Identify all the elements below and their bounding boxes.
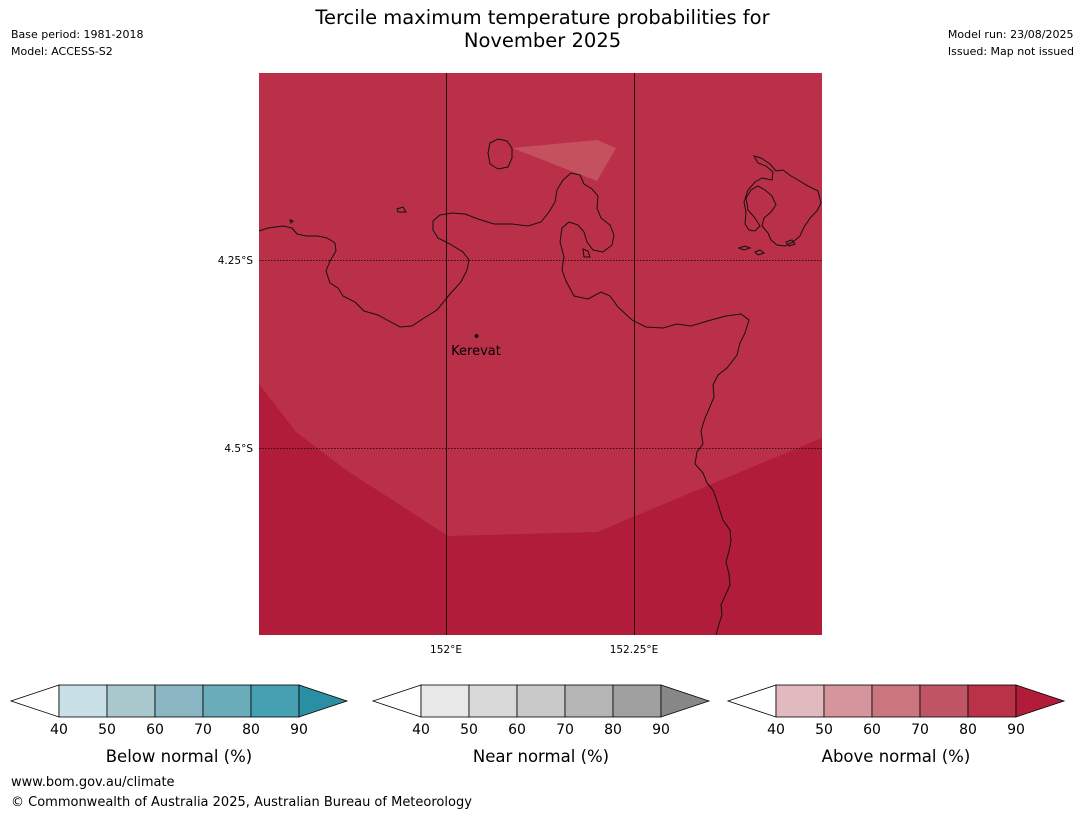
shade-above-70-80 [512, 140, 616, 181]
island-north [487, 138, 513, 170]
colorbar-low-extension [371, 684, 422, 718]
colorbar-segment [612, 684, 662, 718]
kerevat-label: Kerevat [451, 344, 501, 359]
colorbar-segment [564, 684, 614, 718]
colorbar-tick-label: 40 [50, 722, 68, 738]
below-normal-colorbar: 40 50 60 70 80 90 Below normal (%) [9, 684, 349, 766]
colorbar-tick-label: 80 [959, 722, 977, 738]
colorbar-tick-label: 50 [460, 722, 478, 738]
colorbar-tick-label: 60 [863, 722, 881, 738]
islet-small-3 [289, 219, 294, 224]
colorbar-title: Below normal (%) [106, 747, 253, 766]
model-name: Model: ACCESS-S2 [11, 45, 113, 58]
base-period: Base period: 1981-2018 [11, 28, 144, 41]
colorbar-low-extension [9, 684, 60, 718]
colorbar-segment [967, 684, 1017, 718]
colorbar-high-extension [298, 684, 349, 718]
title-line-1: Tercile maximum temperature probabilitie… [315, 6, 770, 29]
colorbar-title: Near normal (%) [473, 747, 609, 766]
colorbar-segment [202, 684, 252, 718]
colorbar-tick-label: 50 [815, 722, 833, 738]
lat-label-4-25S: 4.25°S [218, 255, 254, 267]
map-metadata-right: Model run: 23/08/2025 Issued: Map not is… [948, 26, 1074, 60]
colorbar-tick-label: 40 [767, 722, 785, 738]
place-markers: Kerevat [451, 334, 501, 359]
colorbar-segment [468, 684, 518, 718]
islet-small-2 [582, 248, 591, 258]
near-normal-colorbar: 40 50 60 70 80 90 Near normal (%) [371, 684, 711, 766]
lon-label-152-25E: 152.25°E [610, 644, 659, 656]
colorbar-tick-label: 40 [412, 722, 430, 738]
islet-east-1 [737, 245, 752, 251]
colorbar-segment [420, 684, 470, 718]
colorbar-tick-label: 70 [556, 722, 574, 738]
colorbar-tick-label: 90 [290, 722, 308, 738]
colorbar-segment [775, 684, 825, 718]
coastlines [258, 138, 822, 636]
colorbar-low-extension [726, 684, 777, 718]
island-east [743, 155, 822, 247]
colorbar-tick-label: 80 [242, 722, 260, 738]
map-metadata-left: Base period: 1981-2018 Model: ACCESS-S2 [11, 26, 143, 60]
colorbar-high-extension [1015, 684, 1066, 718]
kerevat-marker [474, 334, 479, 338]
colorbar-segment [919, 684, 969, 718]
colorbar-tick-label: 90 [1007, 722, 1025, 738]
colorbar-segment [106, 684, 156, 718]
title-line-2: November 2025 [463, 29, 622, 52]
axis-labels: 4.25°S 4.5°S 152°E 152.25°E [218, 255, 659, 656]
lon-label-152E: 152°E [430, 644, 462, 656]
colorbar-tick-label: 90 [652, 722, 670, 738]
colorbar-segment [58, 684, 108, 718]
islet-east-3 [785, 239, 796, 247]
shade-above-90 [259, 384, 822, 635]
map-frame [259, 73, 822, 635]
colorbar-segment [823, 684, 873, 718]
map-title: Tercile maximum temperature probabilitie… [0, 6, 1085, 52]
footer-copyright: © Commonwealth of Australia 2025, Austra… [11, 795, 472, 810]
islet-east-2 [754, 249, 766, 256]
footer-url: www.bom.gov.au/climate [11, 775, 175, 790]
colorbar-tick-label: 60 [508, 722, 526, 738]
colorbar-legends: 40 50 60 70 80 90 Below normal (%) 40 50 60 70 80 90… [9, 684, 1066, 766]
lat-label-4-5S: 4.5°S [224, 443, 253, 455]
colorbar-segment [154, 684, 204, 718]
colorbar-segment [516, 684, 566, 718]
gridlines [259, 73, 822, 635]
colorbar-high-extension [660, 684, 711, 718]
model-run: Model run: 23/08/2025 [947, 28, 1074, 41]
colorbar-tick-label: 60 [146, 722, 164, 738]
colorbar-tick-label: 80 [604, 722, 622, 738]
colorbar-title: Above normal (%) [822, 747, 971, 766]
above-normal-colorbar: 40 50 60 70 80 90 Above normal (%) [726, 684, 1066, 766]
colorbar-segment [250, 684, 300, 718]
colorbar-segment [871, 684, 921, 718]
islet-small-1 [396, 206, 407, 213]
issued-status: Issued: Map not issued [947, 45, 1074, 58]
colorbar-tick-label: 70 [911, 722, 929, 738]
coastline-south-west [258, 172, 750, 636]
colorbar-tick-label: 70 [194, 722, 212, 738]
colorbar-tick-label: 50 [98, 722, 116, 738]
